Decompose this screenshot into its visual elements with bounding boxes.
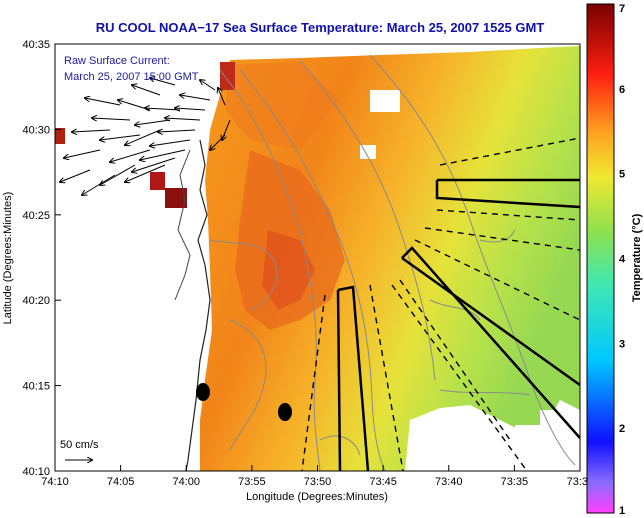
hot-pixel: [165, 188, 187, 208]
sst-field: [200, 46, 580, 471]
x-axis: 74:10 74:05 74:00 73:55 73:50 73:45 73:40 73:35…: [41, 465, 588, 488]
mooring-marker: [278, 403, 292, 421]
scale-label: 50 cm/s: [60, 439, 99, 451]
coastline: [185, 139, 211, 471]
hot-core: [262, 230, 315, 310]
x-tick-label: 74:05: [107, 476, 135, 488]
legend-line-1: Raw Surface Current:: [64, 55, 170, 67]
hot-pixel: [220, 62, 235, 90]
hot-pixel: [55, 128, 65, 144]
colorbar-tick-label: 3: [619, 338, 625, 350]
x-tick-label: 73:55: [238, 476, 266, 488]
y-tick-label: 40:30: [22, 124, 50, 136]
y-tick-label: 40:10: [22, 466, 50, 478]
colorbar-tick-label: 6: [619, 84, 625, 96]
x-tick-label: 74:10: [41, 476, 69, 488]
upper-warm: [225, 62, 340, 150]
colorbar-tick-label: 2: [619, 423, 625, 435]
data-gap: [360, 145, 376, 159]
y-tick-label: 40:15: [22, 381, 50, 393]
colorbar-tick-label: 5: [619, 169, 625, 181]
colorbar-tick-label: 7: [619, 3, 625, 15]
mooring-marker: [196, 383, 210, 401]
hot-pixel: [150, 172, 165, 190]
y-tick-label: 40:20: [22, 295, 50, 307]
sampling-dashes: [301, 137, 580, 471]
x-axis-label: Longitude (Degrees:Minutes): [246, 491, 388, 503]
plot-area: [55, 44, 580, 471]
x-tick-label: 73:45: [369, 476, 397, 488]
y-tick-label: 40:35: [22, 39, 50, 51]
x-tick-label: 73:50: [304, 476, 332, 488]
x-tick-label: 73:3: [567, 476, 588, 488]
current-vectors: [60, 78, 231, 195]
bathymetry-contours: [209, 54, 576, 471]
y-tick-label: 40:25: [22, 210, 50, 222]
colorbar-label: Temperature (°C): [631, 213, 643, 302]
map-title: RU COOL NOAA−17 Sea Surface Temperature:…: [96, 20, 545, 35]
x-tick-label: 73:40: [435, 476, 463, 488]
legend-line-2: March 25, 2007 15:00 GMT: [64, 71, 199, 83]
colorbar: [586, 3, 615, 514]
coastline: [174, 149, 191, 301]
colorbar-tick-label: 1: [619, 505, 625, 517]
colorbar-ticks: 7 6 5 4 3 2 1: [619, 3, 626, 517]
data-gap: [515, 425, 540, 445]
y-axis: 40:35 40:30 40:25 40:20 40:15 40:10: [22, 39, 61, 478]
colorbar-tick-label: 4: [619, 254, 626, 266]
data-gap: [370, 90, 400, 112]
y-axis-label: Latitude (Degrees:Minutes): [2, 192, 14, 325]
x-tick-label: 73:35: [501, 476, 529, 488]
x-tick-label: 74:00: [172, 476, 200, 488]
sampling-boxes: [336, 178, 580, 471]
